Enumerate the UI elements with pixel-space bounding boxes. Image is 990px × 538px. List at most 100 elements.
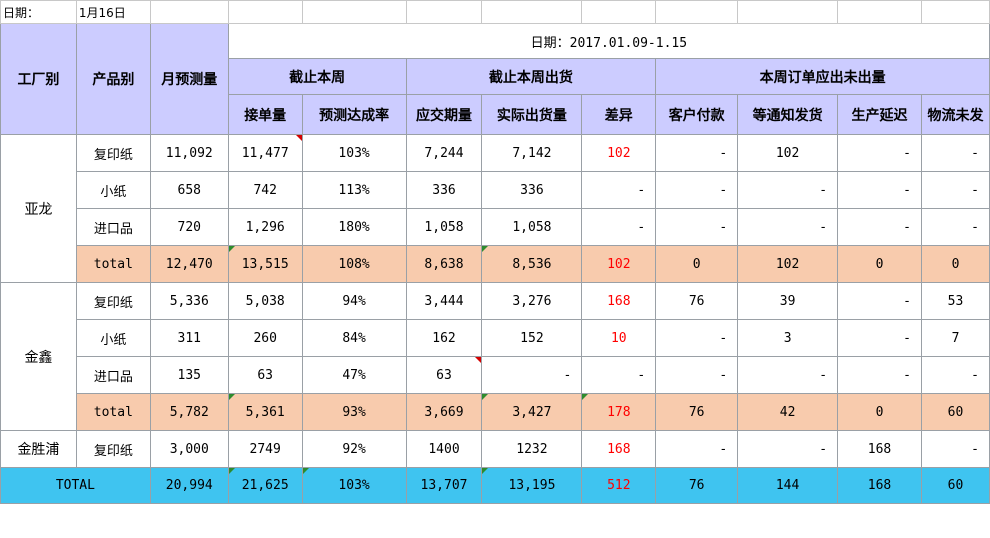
monthly-cell: 5,782: [149, 393, 229, 431]
value-cell: 92%: [301, 430, 407, 468]
monthly-cell: 5,336: [149, 282, 229, 320]
value-cell: 76: [655, 393, 739, 431]
table-row: 小纸 658 742 113% 336 336- - - - -: [1, 171, 990, 209]
date-label: 日期：: [0, 0, 77, 24]
value-cell: 168: [581, 282, 657, 320]
value-cell: -: [737, 171, 839, 209]
value-cell: -: [837, 282, 922, 320]
value-cell: 3: [737, 319, 839, 357]
header-factory: 工厂别: [0, 23, 77, 135]
value-cell: 102: [581, 134, 657, 172]
value-cell: 162: [405, 319, 483, 357]
value-cell: 742: [227, 171, 303, 209]
product-cell: total: [75, 245, 151, 283]
value-cell: 108%: [301, 245, 407, 283]
header-row-2: 截止本周 截止本周出货 本周订单应出未出量: [1, 58, 990, 95]
value-cell: 8,638: [405, 245, 483, 283]
value-cell: 168: [581, 430, 657, 468]
monthly-cell: 3,000: [149, 430, 229, 468]
value-cell: 102: [581, 245, 657, 283]
value-cell: 1400: [405, 430, 483, 468]
value-cell: 13,515: [227, 245, 303, 283]
table-row: 小纸 311 260 84% 162 152 10-3-7: [1, 319, 990, 357]
header-group-shipment: 截止本周出货: [405, 58, 657, 95]
value-cell: 2749: [227, 430, 303, 468]
value-cell: 47%: [301, 356, 407, 394]
date-value: 1月16日: [75, 0, 151, 24]
value-cell: -: [920, 430, 990, 468]
value-cell: -: [837, 171, 922, 209]
product-cell: 复印纸: [75, 134, 151, 172]
value-cell: 0: [837, 393, 922, 431]
value-cell: -: [655, 319, 739, 357]
grand-total-value: 60: [920, 467, 990, 504]
value-cell: 0: [920, 245, 990, 283]
value-cell: -: [581, 208, 657, 246]
value-cell: 3,444: [405, 282, 483, 320]
value-cell: 60: [920, 393, 990, 431]
grand-total-value: 13,707: [405, 467, 483, 504]
value-cell: 0: [655, 245, 739, 283]
monthly-cell: 11,092: [149, 134, 229, 172]
monthly-cell: 12,470: [149, 245, 229, 283]
value-cell: -: [581, 356, 657, 394]
value-cell: 7,244: [405, 134, 483, 172]
value-cell: 1232: [481, 430, 583, 468]
value-cell: -: [655, 208, 739, 246]
product-cell: 小纸: [75, 319, 151, 357]
header-row-1: 工厂别 产品别 月预测量 日期：2017.01.09-1.15: [0, 23, 990, 135]
value-cell: 0: [837, 245, 922, 283]
value-cell: 84%: [301, 319, 407, 357]
grand-total-monthly: 20,994: [149, 467, 229, 504]
value-cell: 102: [737, 245, 839, 283]
value-cell: -: [481, 356, 583, 394]
date-row: 日期： 1月16日: [0, 0, 990, 24]
header-date-range: 日期：2017.01.09-1.15: [227, 23, 990, 59]
value-cell: 7,142: [481, 134, 583, 172]
value-cell: 8,536: [481, 245, 583, 283]
value-cell: 260: [227, 319, 303, 357]
value-cell: 76: [655, 282, 739, 320]
product-cell: 复印纸: [75, 282, 151, 320]
value-cell: 39: [737, 282, 839, 320]
column-header: 预测达成率: [301, 94, 407, 135]
monthly-cell: 720: [149, 208, 229, 246]
table-row: 金鑫 复印纸 5,336 5,038 94% 3,444 3,276 168 76 39-53: [0, 282, 990, 431]
value-cell: 63: [227, 356, 303, 394]
value-cell: 93%: [301, 393, 407, 431]
value-cell: -: [920, 208, 990, 246]
value-cell: 94%: [301, 282, 407, 320]
column-header: 客户付款: [655, 94, 739, 135]
value-cell: -: [655, 430, 739, 468]
value-cell: -: [920, 356, 990, 394]
value-cell: 1,058: [405, 208, 483, 246]
value-cell: -: [737, 208, 839, 246]
header-product: 产品别: [75, 23, 151, 135]
shipment-table: 日期： 1月16日 工厂别 产品别 月预测量 日期：2017.01.09-1.1…: [0, 0, 990, 504]
value-cell: 1,296: [227, 208, 303, 246]
value-cell: 180%: [301, 208, 407, 246]
product-cell: 进口品: [75, 208, 151, 246]
table-row: 亚龙 复印纸 11,092 11,477 103% 7,244 7,142 102-102- -: [0, 134, 990, 283]
value-cell: 102: [737, 134, 839, 172]
value-cell: 113%: [301, 171, 407, 209]
value-cell: 5,038: [227, 282, 303, 320]
value-cell: 178: [581, 393, 657, 431]
column-header: 应交期量: [405, 94, 483, 135]
value-cell: 53: [920, 282, 990, 320]
value-cell: -: [920, 134, 990, 172]
total-row: total 12,470 13,515 108% 8,638 8,536 102 0 102 0 0: [1, 245, 990, 283]
value-cell: 63: [405, 356, 483, 394]
column-header: 接单量: [227, 94, 303, 135]
value-cell: 3,427: [481, 393, 583, 431]
factory-cell: 金鑫: [0, 282, 77, 431]
table-row: 进口品 720 1,296 180% 1,058 1,058- - - - -: [1, 208, 990, 246]
column-header: 实际出货量: [481, 94, 583, 135]
product-cell: total: [75, 393, 151, 431]
factory-cell: 亚龙: [0, 134, 77, 283]
value-cell: 3,669: [405, 393, 483, 431]
header-group-pending: 本周订单应出未出量: [655, 58, 990, 95]
value-cell: -: [655, 171, 739, 209]
monthly-cell: 658: [149, 171, 229, 209]
value-cell: -: [837, 319, 922, 357]
